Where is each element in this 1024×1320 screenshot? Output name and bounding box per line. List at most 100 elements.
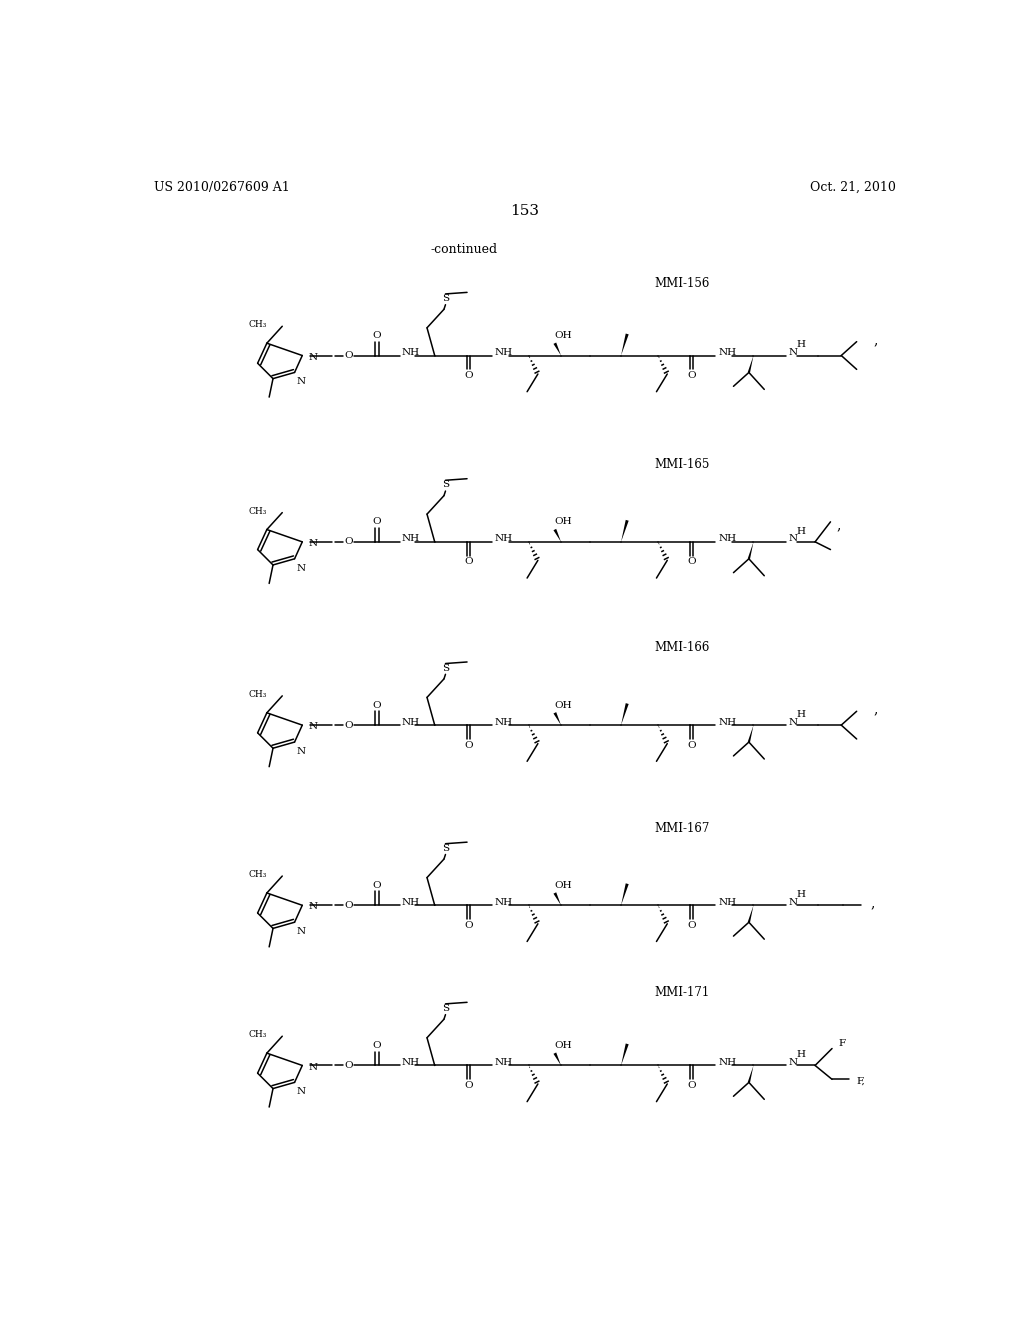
Text: N: N bbox=[308, 352, 317, 362]
Text: MMI-166: MMI-166 bbox=[654, 640, 710, 653]
Text: ,: , bbox=[873, 333, 878, 347]
Text: CH₃: CH₃ bbox=[249, 507, 267, 516]
Text: O: O bbox=[687, 741, 696, 750]
Text: ,: , bbox=[870, 896, 874, 911]
Text: OH: OH bbox=[555, 880, 572, 890]
Text: O: O bbox=[464, 557, 473, 566]
Text: S: S bbox=[442, 294, 450, 304]
Text: ,: , bbox=[837, 517, 841, 532]
Text: O: O bbox=[464, 921, 473, 929]
Text: O: O bbox=[687, 921, 696, 929]
Text: H: H bbox=[797, 527, 806, 536]
Text: O: O bbox=[344, 537, 353, 546]
Text: NH: NH bbox=[718, 1057, 736, 1067]
Text: N: N bbox=[297, 378, 306, 387]
Text: MMI-167: MMI-167 bbox=[654, 822, 710, 834]
Text: CH₃: CH₃ bbox=[249, 321, 267, 329]
Text: F: F bbox=[839, 1039, 846, 1048]
Polygon shape bbox=[621, 334, 629, 355]
Text: US 2010/0267609 A1: US 2010/0267609 A1 bbox=[154, 181, 290, 194]
Text: O: O bbox=[344, 721, 353, 730]
Text: OH: OH bbox=[555, 331, 572, 341]
Text: NH: NH bbox=[401, 718, 420, 726]
Text: O: O bbox=[344, 351, 353, 360]
Text: N: N bbox=[788, 535, 798, 544]
Text: N: N bbox=[308, 722, 317, 731]
Text: Oct. 21, 2010: Oct. 21, 2010 bbox=[810, 181, 896, 194]
Text: NH: NH bbox=[718, 718, 736, 726]
Text: O: O bbox=[373, 1041, 381, 1049]
Polygon shape bbox=[553, 711, 561, 725]
Text: 153: 153 bbox=[510, 203, 540, 218]
Text: O: O bbox=[373, 701, 381, 710]
Text: N: N bbox=[788, 348, 798, 356]
Polygon shape bbox=[748, 906, 754, 923]
Polygon shape bbox=[748, 725, 754, 742]
Text: N: N bbox=[308, 903, 317, 911]
Text: O: O bbox=[373, 331, 381, 341]
Text: O: O bbox=[464, 1081, 473, 1090]
Text: CH₃: CH₃ bbox=[249, 1030, 267, 1039]
Text: NH: NH bbox=[718, 535, 736, 544]
Text: O: O bbox=[687, 557, 696, 566]
Text: O: O bbox=[344, 1061, 353, 1071]
Text: N: N bbox=[297, 747, 306, 756]
Text: OH: OH bbox=[555, 517, 572, 527]
Text: S: S bbox=[442, 480, 450, 490]
Text: -continued: -continued bbox=[431, 243, 498, 256]
Text: H: H bbox=[797, 890, 806, 899]
Text: OH: OH bbox=[555, 1041, 572, 1049]
Text: N: N bbox=[788, 1057, 798, 1067]
Text: N: N bbox=[788, 898, 798, 907]
Text: H: H bbox=[797, 341, 806, 350]
Polygon shape bbox=[621, 1044, 629, 1065]
Text: NH: NH bbox=[495, 718, 513, 726]
Text: NH: NH bbox=[495, 1057, 513, 1067]
Text: CH₃: CH₃ bbox=[249, 690, 267, 698]
Polygon shape bbox=[621, 883, 629, 906]
Polygon shape bbox=[553, 1052, 561, 1065]
Text: ,: , bbox=[873, 702, 878, 717]
Text: NH: NH bbox=[495, 898, 513, 907]
Polygon shape bbox=[621, 704, 629, 725]
Text: NH: NH bbox=[495, 348, 513, 356]
Text: OH: OH bbox=[555, 701, 572, 710]
Text: N: N bbox=[297, 1088, 306, 1096]
Text: N: N bbox=[308, 539, 317, 548]
Polygon shape bbox=[621, 520, 629, 543]
Text: S: S bbox=[442, 664, 450, 673]
Text: O: O bbox=[687, 1081, 696, 1090]
Text: O: O bbox=[344, 900, 353, 909]
Polygon shape bbox=[553, 342, 561, 355]
Text: O: O bbox=[373, 517, 381, 527]
Text: NH: NH bbox=[718, 898, 736, 907]
Text: NH: NH bbox=[718, 348, 736, 356]
Text: NH: NH bbox=[401, 535, 420, 544]
Text: H: H bbox=[797, 1051, 806, 1059]
Polygon shape bbox=[748, 355, 754, 372]
Text: S: S bbox=[442, 843, 450, 853]
Polygon shape bbox=[748, 543, 754, 560]
Text: MMI-156: MMI-156 bbox=[654, 277, 710, 289]
Text: S: S bbox=[442, 1005, 450, 1012]
Polygon shape bbox=[553, 892, 561, 906]
Polygon shape bbox=[748, 1065, 754, 1082]
Text: O: O bbox=[464, 371, 473, 380]
Text: N: N bbox=[297, 564, 306, 573]
Polygon shape bbox=[553, 529, 561, 543]
Text: N: N bbox=[308, 1063, 317, 1072]
Text: NH: NH bbox=[401, 348, 420, 356]
Text: MMI-165: MMI-165 bbox=[654, 458, 710, 471]
Text: MMI-171: MMI-171 bbox=[654, 986, 710, 999]
Text: O: O bbox=[464, 741, 473, 750]
Text: NH: NH bbox=[401, 898, 420, 907]
Text: O: O bbox=[687, 371, 696, 380]
Text: H: H bbox=[797, 710, 806, 719]
Text: N: N bbox=[297, 927, 306, 936]
Text: NH: NH bbox=[401, 1057, 420, 1067]
Text: N: N bbox=[788, 718, 798, 726]
Text: NH: NH bbox=[495, 535, 513, 544]
Text: F,: F, bbox=[857, 1076, 865, 1085]
Text: O: O bbox=[373, 880, 381, 890]
Text: CH₃: CH₃ bbox=[249, 870, 267, 879]
